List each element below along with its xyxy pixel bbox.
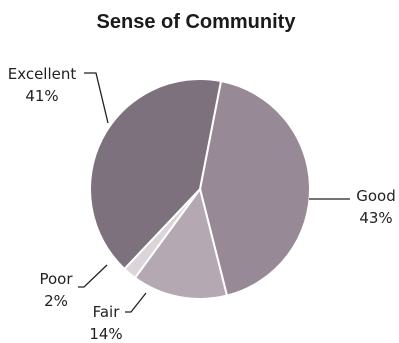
slice-label-excellent: Excellent (8, 65, 77, 83)
slice-label-poor: Poor (39, 270, 73, 288)
slice-value-poor: 2% (44, 292, 68, 310)
slice-value-fair: 14% (89, 325, 122, 343)
pie-slice-fair (133, 186, 229, 300)
pie-slice-excellent (89, 78, 223, 271)
leader-line-excellent (84, 72, 109, 124)
leader-line-poor (78, 264, 108, 288)
slice-value-good: 43% (359, 209, 392, 227)
pie-slices (89, 78, 311, 300)
slice-value-excellent: 41% (25, 87, 58, 105)
slice-label-good: Good (356, 187, 396, 205)
pie-slice-good (198, 79, 311, 297)
leader-line-fair (125, 292, 147, 313)
slice-label-fair: Fair (93, 303, 121, 321)
chart-title: Sense of Community (97, 11, 297, 33)
